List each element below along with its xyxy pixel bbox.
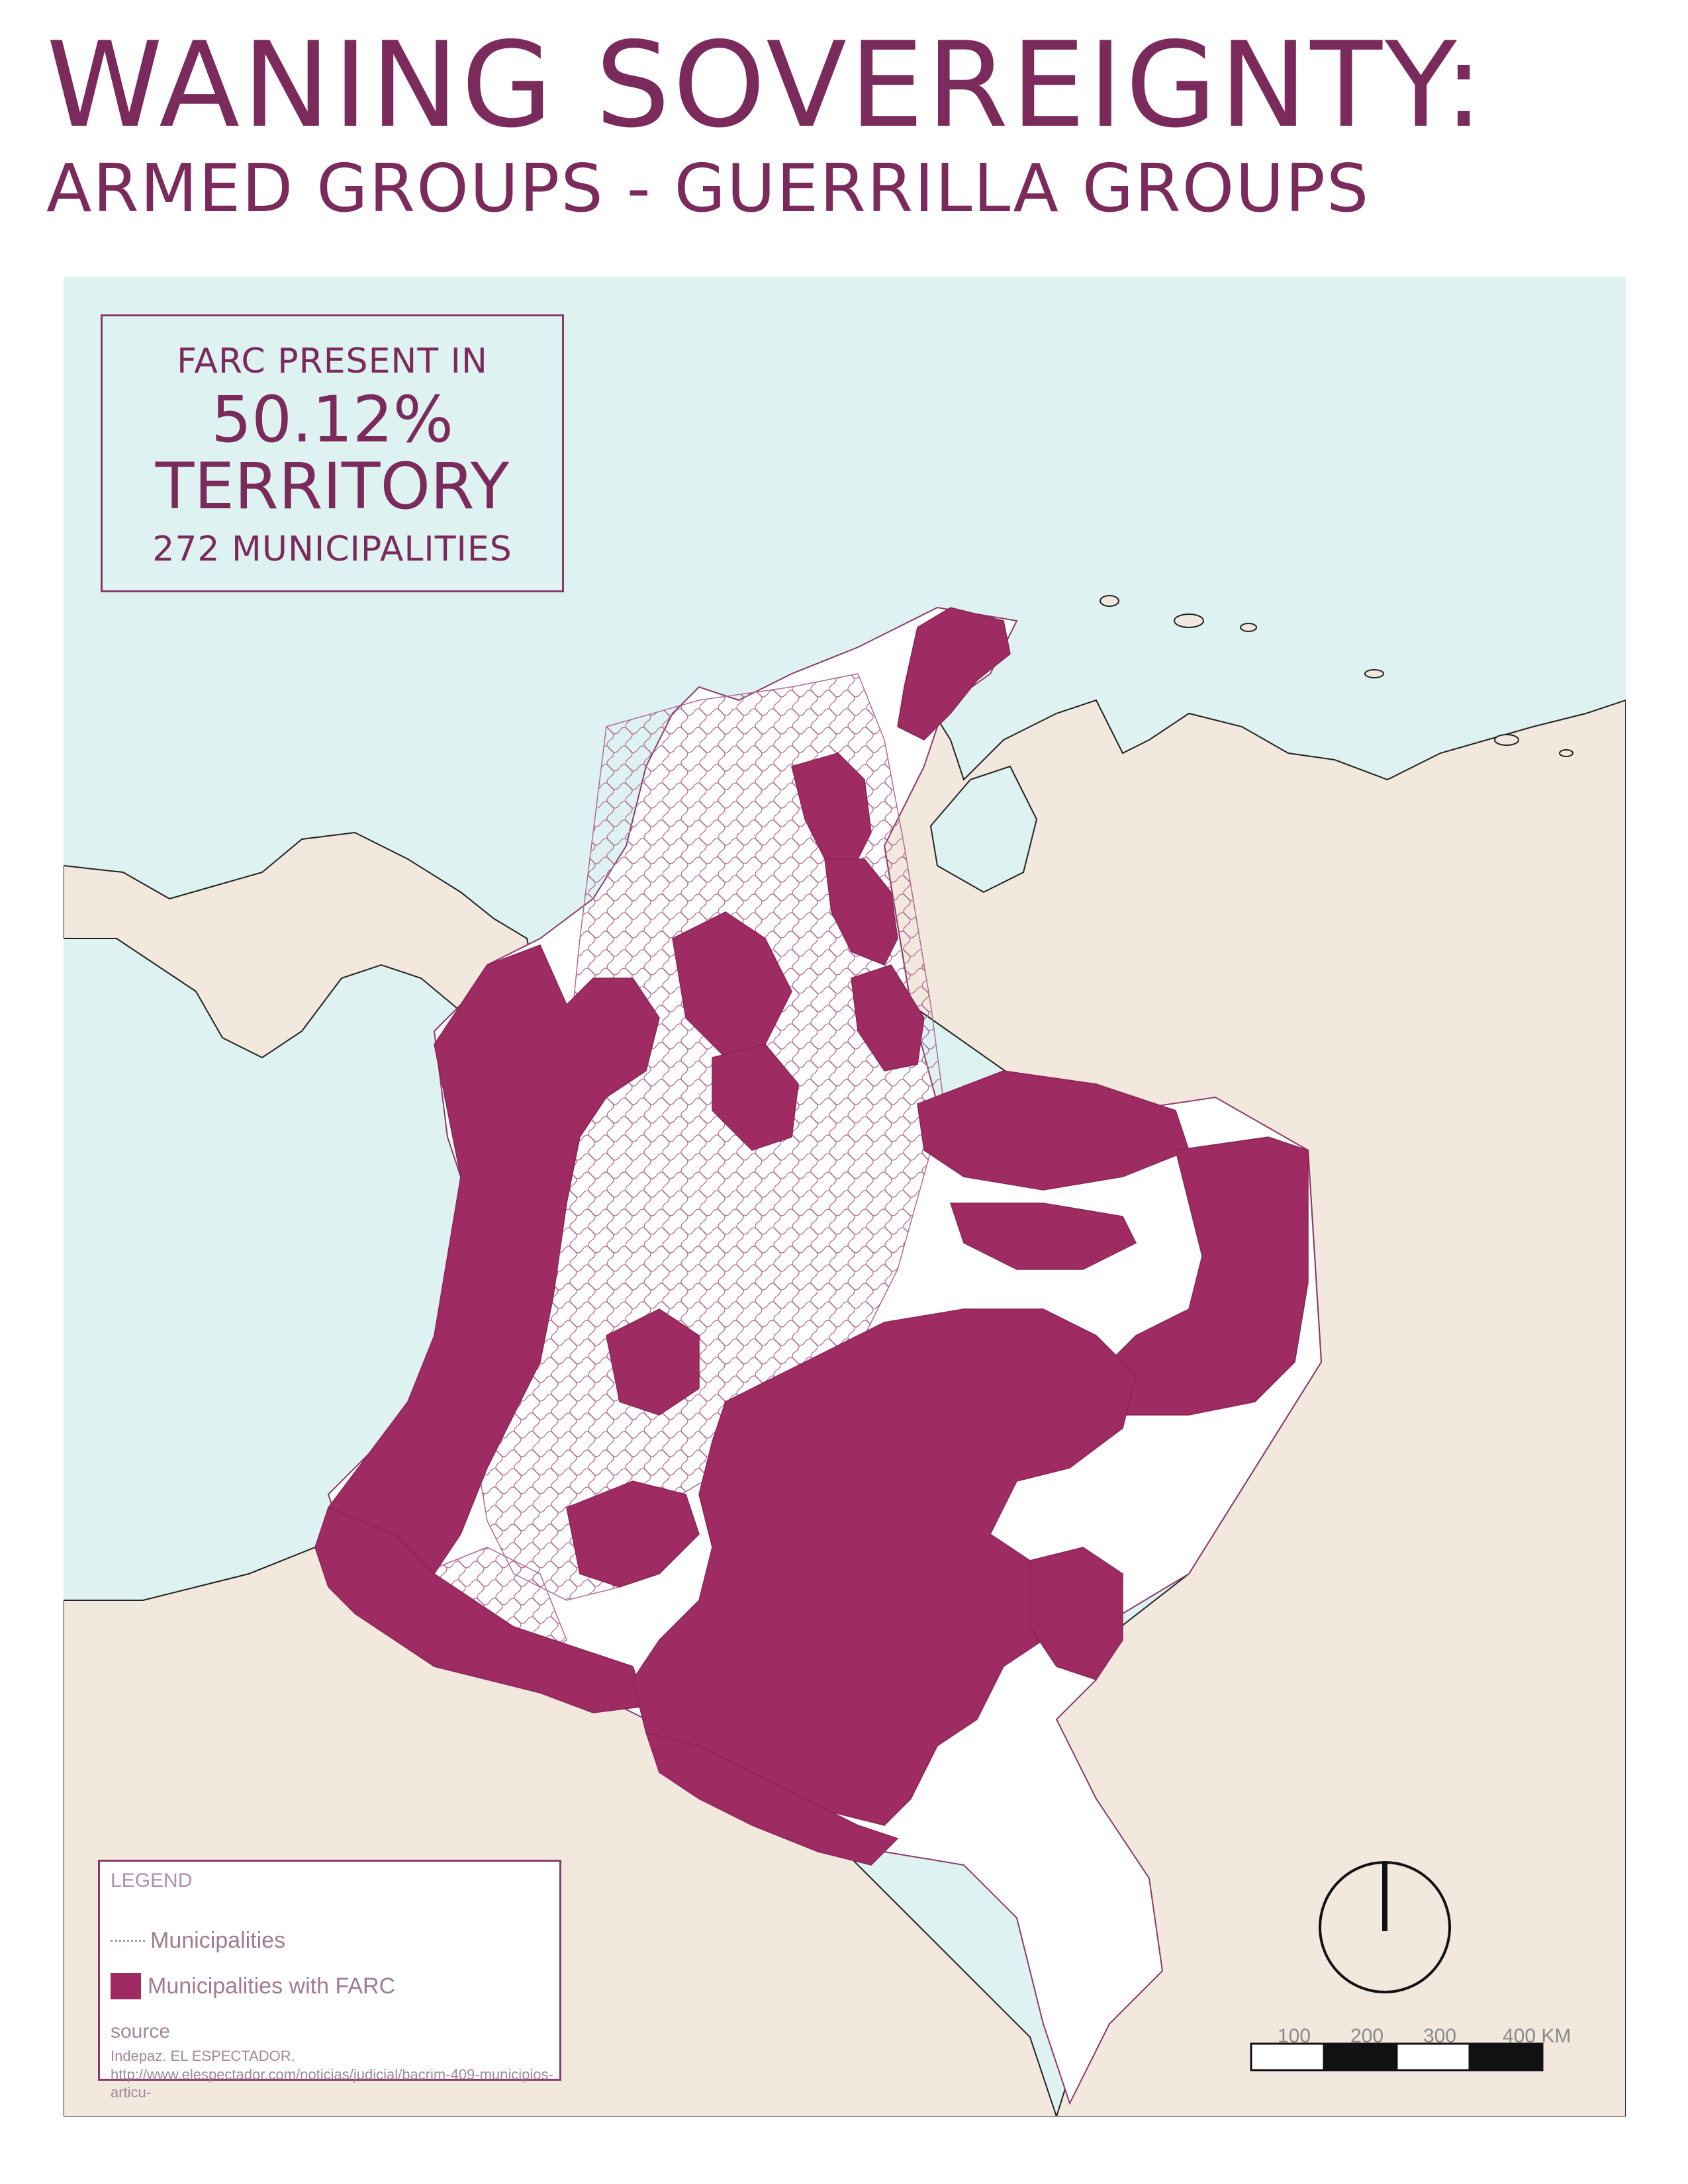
dotted-line-icon xyxy=(111,1940,145,1942)
farc-region-sierra xyxy=(824,858,898,966)
farc-region-bolivar xyxy=(672,911,792,1058)
legend-item-municipalities: Municipalities xyxy=(111,1928,285,1954)
legend-item-farc: Municipalities with FARC xyxy=(111,1973,395,1999)
legend-item-label: Municipalities xyxy=(150,1928,286,1953)
farc-region-tolima xyxy=(606,1308,700,1416)
stat-label: FARC PRESENT IN xyxy=(177,341,488,381)
scale-label-400: 400 KM xyxy=(1503,2025,1571,2047)
farc-region-cesar xyxy=(791,752,872,860)
farc-region-pacific-south xyxy=(314,1507,647,1713)
stat-unit: TERRITORY xyxy=(155,449,510,523)
farc-stat-box: FARC PRESENT IN 50.12% TERRITORY 272 MUN… xyxy=(101,314,564,592)
scale-bar xyxy=(1250,2042,1544,2071)
map-title: WANING SOVEREIGNTY: xyxy=(46,17,1487,154)
farc-region-magdalena-medio xyxy=(712,1044,799,1151)
legend-title: LEGEND xyxy=(111,1870,193,1891)
stat-municipalities: 272 MUNICIPALITIES xyxy=(152,529,512,569)
north-arrow-icon xyxy=(1319,1861,1451,1993)
caribbean-islands xyxy=(1100,595,1573,757)
legend-item-label: Municipalities with FARC xyxy=(148,1973,396,1999)
map-subtitle: ARMED GROUPS - GUERRILLA GROUPS xyxy=(46,150,1370,227)
scale-label-200: 200 xyxy=(1350,2025,1384,2047)
legend-source-title: source xyxy=(111,2021,171,2042)
stat-percent: 50.12% xyxy=(211,383,454,457)
lake-maracaibo xyxy=(929,765,1038,893)
farc-region-catatumbo xyxy=(851,964,925,1071)
farc-region-uraba xyxy=(328,944,660,1588)
farc-region-vaupes xyxy=(1029,1547,1123,1680)
legend: LEGEND Municipalities Municipalities wit… xyxy=(98,1860,561,2101)
farc-region-arauca-south xyxy=(949,1203,1137,1270)
farc-region-huila xyxy=(566,1480,700,1588)
farc-region-putumayo xyxy=(645,1731,899,1866)
farc-region-guajira xyxy=(897,607,1011,741)
farc-region-arauca xyxy=(917,1070,1190,1191)
filled-square-icon xyxy=(111,1973,141,1999)
scale-label-100: 100 xyxy=(1278,2025,1311,2047)
legend-source-text: Indepaz. EL ESPECTADOR. http://www.elesp… xyxy=(111,2048,553,2101)
farc-regions xyxy=(314,607,1309,1866)
farc-region-vichada xyxy=(1096,1136,1309,1416)
farc-region-amazon-orinoquia xyxy=(632,1308,1137,1826)
scale-label-300: 300 xyxy=(1423,2025,1457,2047)
